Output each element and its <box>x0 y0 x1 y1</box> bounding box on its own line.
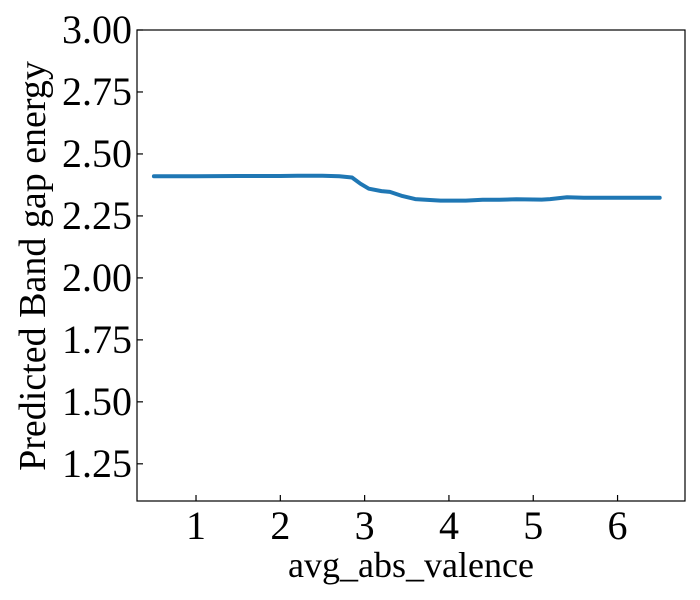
series-line-0 <box>151 173 662 203</box>
y-tick-label: 3.00 <box>62 7 132 52</box>
x-axis-title: avg_abs_valence <box>288 545 534 585</box>
y-tick-label: 1.75 <box>62 317 132 362</box>
y-tick-label: 2.00 <box>62 255 132 300</box>
y-tick-label: 1.25 <box>62 441 132 486</box>
y-tick-label: 2.75 <box>62 69 132 114</box>
x-axis-ticks: 1 2 3 4 5 6 <box>186 495 628 548</box>
y-tick-label: 2.50 <box>62 131 132 176</box>
x-tick-label: 3 <box>355 503 375 548</box>
y-tick-label: 1.50 <box>62 379 132 424</box>
y-axis-title: Predicted Band gap energy <box>12 61 54 471</box>
plot-frame <box>136 29 686 502</box>
series-layer <box>151 173 662 203</box>
x-tick-label: 6 <box>608 503 628 548</box>
x-tick-label: 5 <box>523 503 543 548</box>
x-tick-label: 1 <box>186 503 206 548</box>
y-tick-label: 2.25 <box>62 193 132 238</box>
x-tick-label: 2 <box>270 503 290 548</box>
x-tick-label: 4 <box>439 503 459 548</box>
y-axis-ticks: 1.25 1.50 1.75 2.00 2.25 2.50 2.75 3.00 <box>62 7 143 486</box>
